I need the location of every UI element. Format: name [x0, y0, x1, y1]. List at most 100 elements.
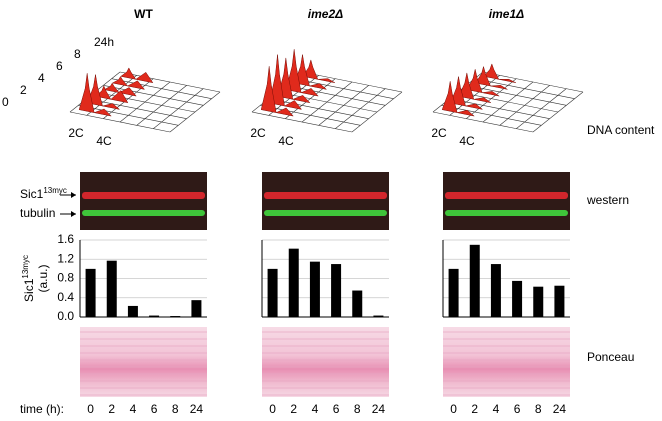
- histogram-grid: [293, 78, 394, 99]
- bar: [373, 315, 384, 317]
- bar: [533, 286, 544, 317]
- dna-time-label: 0: [2, 95, 9, 109]
- dna-content-label: DNA content: [587, 123, 655, 137]
- histogram-grid: [441, 105, 542, 126]
- x-tick-label: 4: [312, 402, 319, 416]
- x-tick-label: 24: [190, 402, 204, 416]
- bar: [512, 280, 523, 317]
- histogram-peak: [269, 54, 303, 110]
- bar: [106, 260, 117, 317]
- tubulin-band: [264, 210, 387, 216]
- histogram-grid: [251, 111, 353, 133]
- histogram-peak: [285, 49, 319, 97]
- y-label-sup: 13myc: [21, 255, 30, 279]
- tubulin-label: tubulin: [20, 206, 55, 220]
- histogram-grid: [276, 91, 378, 113]
- ponceau-stain: [262, 327, 389, 397]
- x-tick-label: 2: [471, 402, 478, 416]
- sic1-band: [82, 192, 205, 199]
- dna-time-label: 4: [38, 71, 45, 85]
- western-blot: [443, 172, 570, 230]
- histogram-peak: [302, 58, 335, 83]
- x-tick-label: 6: [514, 402, 521, 416]
- x-tick-label: 6: [333, 402, 340, 416]
- bar: [448, 268, 459, 317]
- bar: [191, 300, 202, 317]
- x-tick-label: 6: [151, 402, 158, 416]
- dna-4c-label: 4C: [96, 134, 112, 148]
- column-title: WT: [134, 7, 153, 21]
- bar: [554, 285, 565, 317]
- y-tick-label: 0.4: [57, 290, 74, 304]
- histogram-peak: [277, 57, 311, 104]
- bar: [267, 268, 278, 317]
- histogram-peak: [103, 82, 137, 97]
- y-label-main: Sic1: [22, 278, 36, 302]
- x-tick-label: 8: [535, 402, 542, 416]
- x-tick-label: 2: [290, 402, 297, 416]
- y-tick-label: 1.6: [57, 232, 74, 246]
- histogram-grid: [432, 111, 534, 133]
- x-tick-label: 24: [553, 402, 567, 416]
- histogram-peak: [294, 54, 327, 90]
- western-blot: [80, 172, 207, 230]
- histogram-peak: [466, 69, 500, 97]
- bar: [490, 264, 501, 317]
- bar: [127, 305, 138, 317]
- x-tick-label: 0: [269, 402, 276, 416]
- histogram-grid: [260, 105, 361, 126]
- x-tick-label: 2: [108, 402, 115, 416]
- bar: [309, 261, 320, 317]
- histogram-peak: [475, 65, 508, 90]
- histogram-grid: [457, 91, 559, 113]
- histogram-peak: [450, 76, 483, 110]
- histogram-peak: [260, 66, 294, 117]
- time-label: time (h):: [20, 402, 64, 416]
- histogram-grid: [301, 71, 403, 93]
- histogram-grid: [449, 98, 550, 119]
- histogram-grid: [103, 85, 204, 106]
- x-tick-label: 0: [87, 402, 94, 416]
- arrow-head: [71, 192, 76, 198]
- bar: [170, 316, 181, 317]
- sic1-band: [264, 192, 387, 199]
- x-tick-label: 4: [130, 402, 137, 416]
- histogram-grid: [268, 98, 369, 119]
- y-tick-label: 0.0: [57, 309, 74, 323]
- histogram-peak: [458, 72, 491, 103]
- histogram-grid: [78, 105, 179, 126]
- x-tick-label: 0: [450, 402, 457, 416]
- dna-time-label: 8: [74, 47, 81, 61]
- dna-time-label: 24h: [94, 35, 114, 49]
- y-axis-unit: (a.u.): [36, 264, 50, 292]
- tubulin-band: [445, 210, 568, 216]
- x-tick-label: 8: [354, 402, 361, 416]
- histogram-grid: [111, 78, 212, 99]
- tubulin-band: [82, 210, 205, 216]
- bar: [288, 248, 299, 317]
- ponceau-stain: [443, 327, 570, 397]
- ponceau-stain: [80, 327, 207, 397]
- histogram-peak: [483, 63, 516, 83]
- histogram-grid: [119, 71, 221, 93]
- histogram-grid: [474, 78, 575, 99]
- histogram-grid: [285, 85, 386, 106]
- histogram-peak: [87, 74, 120, 110]
- bar: [149, 315, 160, 317]
- histogram-grid: [482, 71, 584, 93]
- y-tick-label: 1.2: [57, 251, 74, 265]
- arrow-head: [71, 211, 76, 217]
- dna-4c-label: 4C: [278, 134, 294, 148]
- column-title: ime1Δ: [489, 7, 524, 21]
- histogram-grid: [69, 111, 171, 133]
- dna-4c-label: 4C: [459, 134, 475, 148]
- western-blot: [262, 172, 389, 230]
- column-title: ime2Δ: [308, 7, 343, 21]
- histogram-peak: [78, 73, 112, 117]
- dna-2c-label: 2C: [68, 126, 84, 140]
- sic1-label: Sic113myc: [20, 186, 67, 201]
- dna-2c-label: 2C: [431, 126, 447, 140]
- histogram-peak: [111, 76, 146, 90]
- sic1-sup: 13myc: [43, 186, 67, 195]
